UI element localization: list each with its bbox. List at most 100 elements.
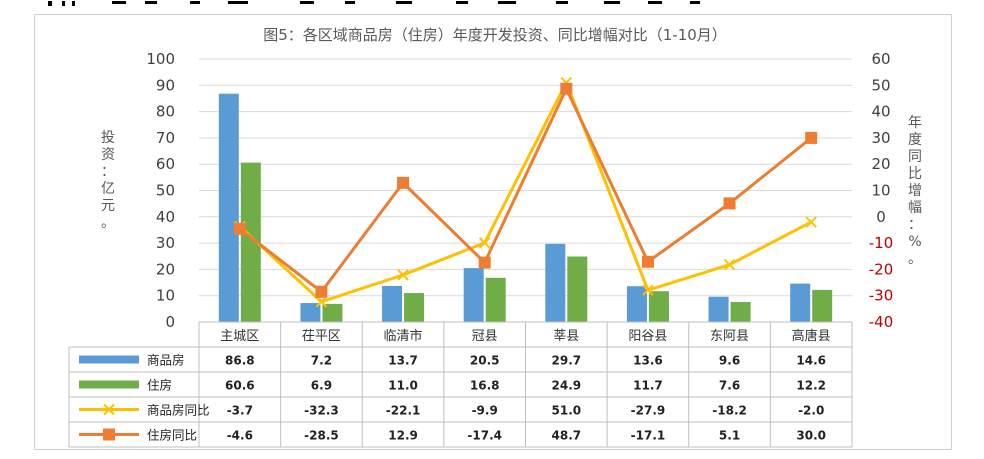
table-cell-value: 30.0 (796, 429, 826, 443)
y2-tick-label: 30 (871, 129, 890, 147)
legend-label: 商品房 (147, 353, 185, 368)
table-cell-value: 12.9 (388, 429, 418, 443)
table-cell-value: -2.0 (798, 404, 824, 418)
marker-x (478, 237, 491, 249)
category-label: 临清市 (384, 328, 423, 344)
bar-zhufang (322, 303, 343, 322)
bar-shangpinfang (300, 303, 321, 322)
table-cell-value: -17.1 (631, 429, 666, 443)
y-tick-label: 10 (156, 287, 175, 305)
marker-square (805, 131, 818, 144)
y2-tick-label: 10 (871, 182, 890, 200)
category-label: 茌平区 (302, 329, 341, 344)
table-cell-value: -4.6 (227, 429, 253, 443)
table-cell-value: 7.2 (311, 354, 332, 368)
marker-x (805, 216, 817, 228)
category-label: 阳谷县 (628, 329, 667, 344)
table-cell-value: -28.5 (304, 429, 339, 443)
table-cell-value: 48.7 (552, 429, 582, 443)
y-tick-label: 100 (146, 50, 175, 68)
bar-zhufang (812, 289, 833, 322)
y-tick-label: 50 (156, 182, 175, 200)
marker-x (642, 284, 654, 296)
table-cell-value: 14.6 (796, 354, 826, 368)
marker-square (233, 222, 246, 235)
table-cell-value: 7.6 (719, 379, 740, 393)
y-tick-label: 40 (156, 208, 175, 226)
table-cell-value: -32.3 (304, 404, 339, 418)
legend-key (79, 380, 139, 389)
y2-tick-label: -20 (869, 260, 894, 278)
y2-tick-label: 50 (871, 76, 890, 94)
chart-container: 图5：各区域商品房（住房）年度开发投资、同比增幅对比（1-10月） 0 10 20 3… (34, 14, 952, 450)
marker-square (641, 255, 654, 268)
table-cell-value: 5.1 (719, 429, 740, 443)
marker-x (723, 258, 736, 271)
chart-title: 图5：各区域商品房（住房）年度开发投资、同比增幅对比（1-10月） (263, 26, 727, 44)
y-tick-label: 80 (156, 103, 175, 121)
bar-zhufang (240, 162, 261, 322)
y2-tick-label: -10 (869, 234, 894, 252)
marker-square (723, 197, 736, 210)
legend-label: 商品房同比 (147, 403, 210, 418)
table-cell-value: 11.0 (388, 379, 418, 393)
y-axis-label: 投资：亿元。 (101, 130, 115, 231)
bar-zhufang (404, 293, 425, 322)
table-cell-value: 6.9 (311, 379, 332, 393)
line-shangpinfang-yoy (238, 81, 812, 304)
y-tick-label: 60 (156, 155, 175, 173)
bar-shangpinfang (463, 268, 484, 322)
table-cell-value: 13.6 (633, 354, 663, 368)
table-cell-value: 60.6 (225, 379, 255, 393)
y2-tick-label: 60 (871, 50, 890, 68)
marker-x (397, 269, 409, 281)
table-cell-value: 51.0 (552, 404, 582, 418)
line-zhufang-yoy (238, 87, 813, 294)
legend-key (79, 355, 139, 364)
bar-shangpinfang (626, 286, 647, 322)
category-label: 主城区 (220, 329, 259, 344)
marker-square (315, 285, 328, 298)
table-cell-value: 20.5 (470, 354, 500, 368)
bar-shangpinfang (382, 285, 403, 322)
legend-label: 住房同比 (147, 428, 197, 443)
bar-shangpinfang (790, 283, 811, 322)
category-label: 东阿县 (710, 329, 749, 344)
table-cell-value: 13.7 (388, 354, 418, 368)
y2-axis-label: 年度同比增幅：%。 (908, 115, 922, 267)
category-label: 莘县 (553, 329, 579, 344)
cropped-text-glyphs (48, 1, 700, 6)
y-tick-label: 0 (165, 313, 175, 331)
table-cell-value: 11.7 (633, 379, 663, 393)
legend-key (79, 403, 139, 416)
y2-tick-label: 20 (871, 155, 890, 173)
bar-zhufang (567, 256, 588, 322)
y2-tick-label: 0 (876, 208, 886, 226)
y2-tick-label: 40 (871, 103, 890, 121)
bar-shangpinfang (545, 243, 566, 322)
table-cell-value: -22.1 (386, 404, 421, 418)
y2-tick-label: -30 (869, 287, 894, 305)
cropped-text-above-chart (0, 0, 984, 14)
table-cell-value: 86.8 (225, 354, 255, 368)
table-cell-value: 12.2 (796, 379, 826, 393)
y-tick-label: 20 (156, 260, 175, 278)
category-label: 冠县 (472, 329, 498, 344)
chart-svg: 图5：各区域商品房（住房）年度开发投资、同比增幅对比（1-10月） 0 10 20 3… (68, 26, 922, 448)
y-tick-label: 30 (156, 234, 175, 252)
marker-square (397, 176, 410, 189)
table-cell-value: -9.9 (472, 404, 498, 418)
table-cell-value: -3.7 (227, 404, 253, 418)
marker-square (560, 82, 573, 95)
marker-x (315, 296, 328, 308)
table-cell-value: -27.9 (631, 404, 666, 418)
legend-label: 住房 (147, 378, 172, 393)
bar-zhufang (648, 291, 669, 322)
table-cell-value: -17.4 (467, 429, 502, 443)
table-cell-value: 16.8 (470, 379, 500, 393)
y-tick-label: 90 (156, 76, 175, 94)
category-label: 高唐县 (792, 328, 831, 344)
marker-square (478, 256, 491, 269)
bar-shangpinfang (218, 93, 239, 322)
table-cell-value: 29.7 (552, 354, 582, 368)
